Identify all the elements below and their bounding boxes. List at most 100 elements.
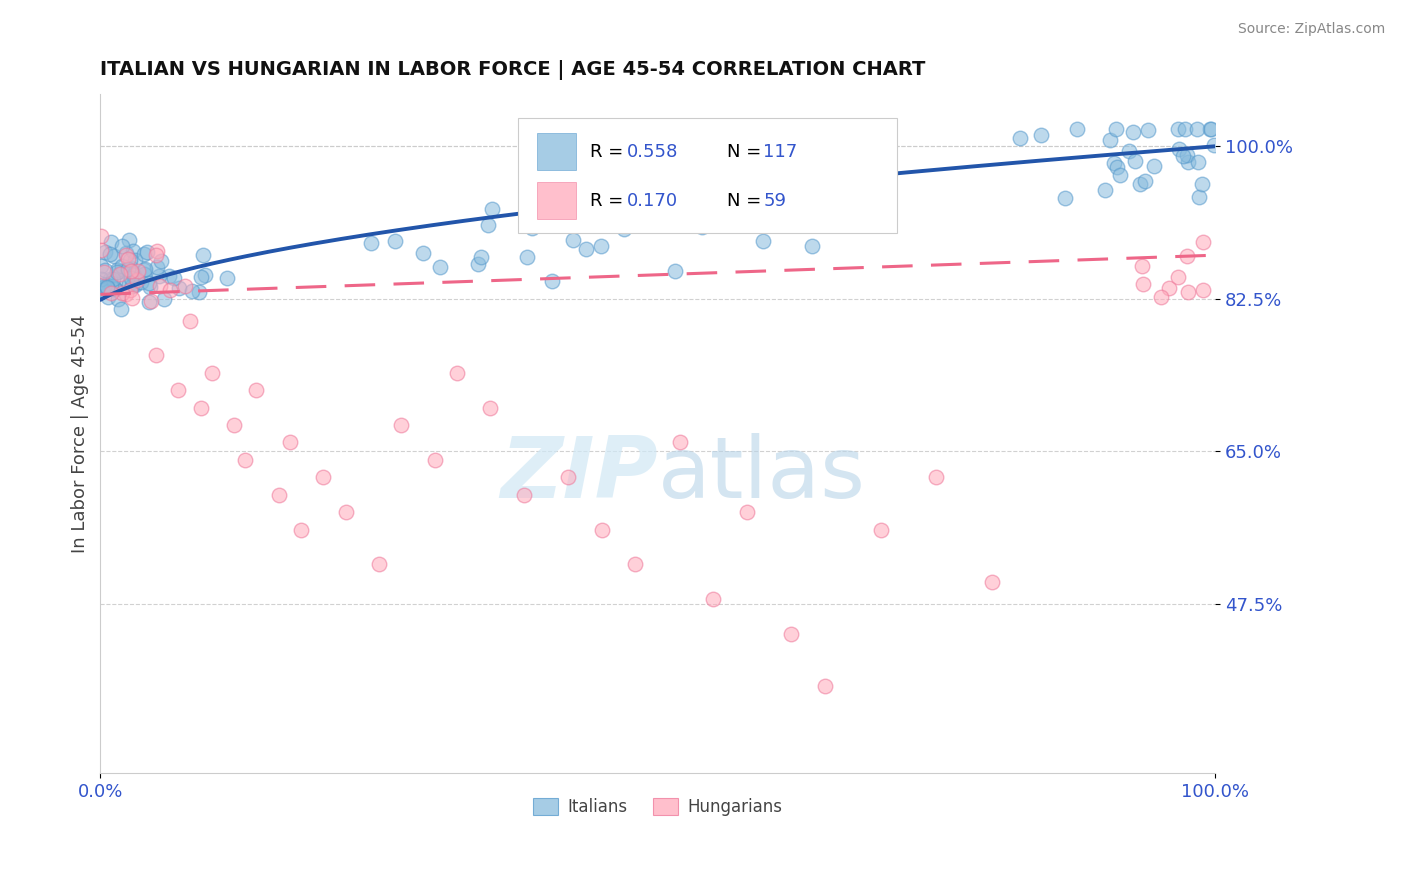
Point [122, 268, 145, 283]
Point [148, 268, 170, 283]
Point [194, 268, 217, 282]
Point [91, 283, 114, 297]
Point [278, 435, 301, 450]
Point [103, 272, 125, 286]
Point [1199, 121, 1222, 136]
Point [1174, 121, 1197, 136]
Point [174, 278, 197, 293]
Point [481, 202, 503, 217]
Point [150, 254, 173, 268]
Point [163, 271, 186, 285]
Point [134, 262, 156, 277]
Point [94, 245, 117, 260]
Point [90, 277, 112, 292]
Point [780, 627, 803, 641]
Point [107, 292, 129, 306]
Point [110, 302, 132, 317]
Point [1008, 131, 1031, 145]
Point [470, 250, 492, 264]
Point [516, 250, 538, 264]
Point [384, 234, 406, 248]
Point [1204, 137, 1226, 152]
Point [801, 239, 824, 253]
Point [97, 290, 120, 304]
Point [98, 247, 121, 261]
Point [1104, 121, 1126, 136]
Point [124, 278, 146, 293]
Point [157, 268, 180, 283]
Point [335, 505, 357, 519]
Point [1177, 285, 1199, 299]
Point [100, 278, 122, 293]
Point [1105, 161, 1128, 175]
Point [752, 234, 775, 248]
Point [193, 248, 215, 262]
Point [120, 263, 142, 277]
Point [90, 229, 112, 244]
Point [111, 260, 134, 274]
Text: N =: N = [727, 143, 766, 161]
Point [117, 277, 139, 292]
Point [90, 272, 112, 286]
Point [1135, 173, 1157, 187]
Point [108, 267, 131, 281]
Point [190, 401, 212, 415]
Point [121, 279, 143, 293]
Point [479, 401, 502, 415]
Point [121, 267, 143, 281]
Point [138, 277, 160, 291]
Point [1118, 145, 1140, 159]
Point [389, 417, 412, 432]
Point [136, 245, 159, 260]
Point [624, 558, 647, 572]
Point [267, 488, 290, 502]
Point [138, 280, 160, 294]
Text: 0.558: 0.558 [627, 143, 678, 161]
Point [423, 453, 446, 467]
Point [90, 244, 112, 258]
Point [103, 249, 125, 263]
Point [1188, 189, 1211, 203]
Point [1132, 277, 1154, 292]
Point [1129, 178, 1152, 192]
Point [115, 287, 138, 301]
Point [111, 239, 134, 253]
Y-axis label: In Labor Force | Age 45-54: In Labor Force | Age 45-54 [72, 314, 89, 553]
Point [735, 505, 758, 519]
Point [190, 269, 212, 284]
Point [1167, 142, 1189, 156]
Point [121, 291, 143, 305]
Point [93, 265, 115, 279]
Point [1054, 191, 1077, 205]
Point [669, 435, 692, 450]
Point [759, 209, 782, 223]
Point [1137, 122, 1160, 136]
FancyBboxPatch shape [537, 133, 576, 170]
Point [222, 417, 245, 432]
Point [575, 242, 598, 256]
Text: ZIP: ZIP [501, 433, 658, 516]
Point [215, 271, 238, 285]
Point [138, 295, 160, 310]
Point [290, 523, 312, 537]
Point [869, 523, 891, 537]
Point [115, 245, 138, 260]
Point [245, 383, 267, 397]
Point [1201, 121, 1223, 136]
Text: 0.170: 0.170 [627, 192, 678, 210]
Point [1192, 235, 1215, 249]
Point [100, 286, 122, 301]
Point [814, 679, 837, 693]
Point [118, 233, 141, 247]
Point [125, 277, 148, 291]
Point [122, 244, 145, 258]
Point [1102, 156, 1125, 170]
Point [446, 366, 468, 380]
Point [540, 275, 562, 289]
Point [477, 219, 499, 233]
Point [1187, 155, 1209, 169]
Point [180, 285, 202, 299]
Point [233, 453, 256, 467]
Point [111, 285, 134, 300]
Point [114, 248, 136, 262]
